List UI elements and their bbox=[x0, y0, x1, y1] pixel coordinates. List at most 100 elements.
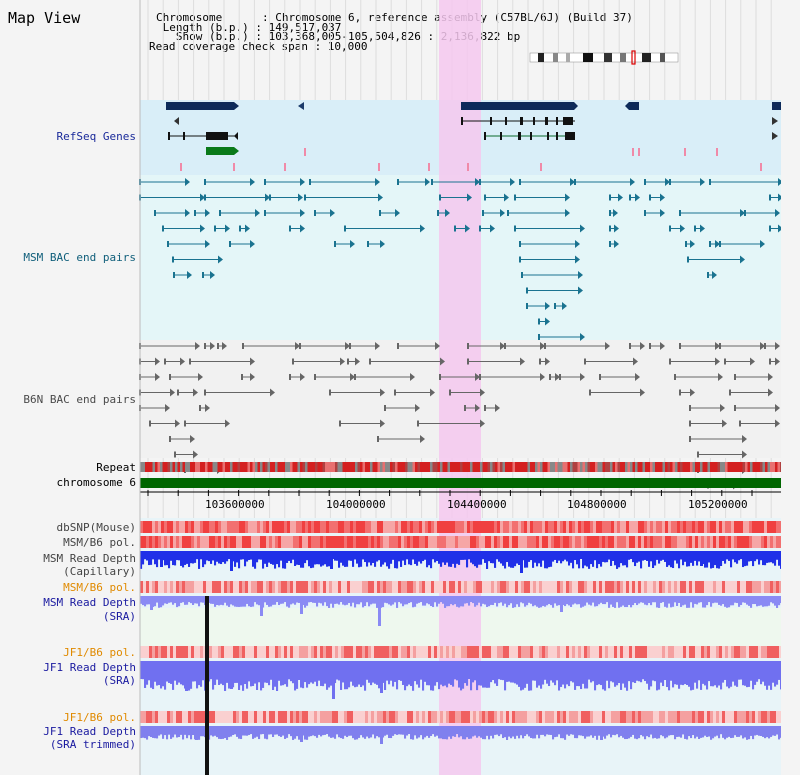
depth-bar bbox=[332, 726, 335, 738]
polymorphism-cell bbox=[599, 581, 603, 593]
depth-bar bbox=[312, 551, 315, 568]
repeat-segment bbox=[615, 462, 618, 472]
depth-bar bbox=[736, 661, 739, 687]
polymorphism-cell bbox=[578, 521, 582, 533]
depth-bar bbox=[590, 551, 593, 565]
polymorphism-cell bbox=[590, 711, 594, 723]
polymorphism-cell bbox=[722, 711, 726, 723]
polymorphism-cell bbox=[215, 521, 219, 533]
depth-bar bbox=[524, 661, 527, 688]
polymorphism-strips[interactable] bbox=[140, 521, 783, 723]
depth-bar bbox=[420, 596, 423, 603]
depth-bar bbox=[718, 661, 721, 686]
repeat-segment bbox=[532, 462, 536, 472]
chromosome-ideogram[interactable] bbox=[529, 50, 679, 65]
depth-bar bbox=[174, 661, 177, 681]
msm-pair-end bbox=[514, 225, 516, 232]
polymorphism-cell bbox=[143, 646, 147, 658]
polymorphism-cell bbox=[251, 521, 255, 533]
polymorphism-cell bbox=[473, 646, 477, 658]
polymorphism-cell bbox=[560, 646, 564, 658]
depth-bar bbox=[334, 726, 337, 739]
polymorphism-cell bbox=[488, 711, 492, 723]
repeat-track[interactable] bbox=[140, 462, 783, 472]
repeat-segment bbox=[597, 462, 601, 472]
b6n-pair-end bbox=[369, 358, 371, 365]
b6n-bac-label[interactable]: B6N BAC end pairs bbox=[23, 393, 136, 406]
polymorphism-cell bbox=[638, 581, 642, 593]
depth-bar bbox=[748, 551, 751, 562]
depth-bar bbox=[708, 596, 711, 603]
depth-bar bbox=[574, 661, 577, 690]
msm-pair-end bbox=[740, 209, 745, 217]
polymorphism-cell bbox=[662, 581, 666, 593]
polymorphism-cell bbox=[767, 521, 771, 533]
b6n-bac-pairs[interactable] bbox=[139, 342, 780, 490]
b6n-pair-end bbox=[420, 435, 425, 443]
polymorphism-cell bbox=[299, 521, 303, 533]
refseq-label[interactable]: RefSeq Genes bbox=[56, 130, 136, 143]
msm-pair-end bbox=[194, 210, 196, 216]
polymorphism-cell bbox=[536, 646, 540, 658]
polymorphism-cell bbox=[338, 711, 342, 723]
chromosome-bar[interactable] bbox=[140, 478, 781, 488]
polymorphism-cell bbox=[335, 646, 339, 658]
depth-bar bbox=[584, 661, 587, 689]
depth-bar bbox=[618, 726, 621, 738]
polymorphism-cell bbox=[155, 711, 159, 723]
depth-bar bbox=[660, 661, 663, 683]
polymorphism-cell bbox=[635, 581, 639, 593]
polymorphism-cell bbox=[407, 711, 411, 723]
refseq-genes[interactable] bbox=[166, 102, 782, 171]
depth-bar bbox=[246, 596, 249, 604]
polymorphism-cell bbox=[371, 521, 375, 533]
polymorphism-cell bbox=[260, 711, 264, 723]
polymorphism-cell bbox=[380, 711, 384, 723]
depth-bar bbox=[572, 551, 575, 569]
polymorphism-cell bbox=[458, 646, 462, 658]
repeat-segment bbox=[320, 462, 323, 472]
depth-bar bbox=[152, 726, 155, 738]
read-depth-tracks[interactable] bbox=[140, 551, 783, 744]
depth-bar bbox=[688, 661, 691, 687]
depth-bar bbox=[320, 661, 323, 686]
depth-bar bbox=[494, 726, 497, 735]
repeat-segment bbox=[530, 462, 533, 472]
depth-bar bbox=[424, 596, 427, 606]
msm-pair-end bbox=[680, 224, 685, 233]
depth-bar bbox=[242, 596, 245, 607]
depth-bar bbox=[166, 726, 169, 740]
depth-bar bbox=[146, 726, 149, 740]
msm-bac-pairs[interactable] bbox=[139, 178, 783, 341]
msm-pair-end bbox=[187, 271, 192, 279]
polymorphism-cell bbox=[770, 581, 774, 593]
depth-bar bbox=[342, 661, 345, 683]
depth-bar bbox=[504, 596, 507, 604]
polymorphism-cell bbox=[197, 646, 201, 658]
polymorphism-cell bbox=[317, 646, 321, 658]
depth-bar bbox=[284, 726, 287, 739]
polymorphism-cell bbox=[743, 646, 747, 658]
depth-bar bbox=[400, 551, 403, 567]
depth-bar bbox=[216, 551, 219, 562]
msm-pair-end bbox=[200, 193, 205, 202]
msm-bac-label[interactable]: MSM BAC end pairs bbox=[23, 251, 136, 264]
depth-bar bbox=[716, 661, 719, 688]
msm-pair-end bbox=[644, 179, 646, 185]
depth-bar bbox=[202, 661, 205, 681]
polymorphism-cell bbox=[371, 711, 375, 723]
depth-bar bbox=[340, 596, 343, 603]
repeat-segment bbox=[720, 462, 723, 472]
depth-bar bbox=[376, 551, 379, 562]
depth-bar bbox=[444, 726, 447, 740]
depth-bar bbox=[236, 596, 239, 607]
depth-bar bbox=[422, 551, 425, 562]
repeat-segment bbox=[420, 462, 423, 472]
depth-bar bbox=[274, 596, 277, 605]
polymorphism-cell bbox=[434, 521, 438, 533]
msm-b6-pol-label-2: MSM/B6 pol. bbox=[63, 581, 136, 594]
repeat-segment bbox=[467, 462, 471, 472]
polymorphism-cell bbox=[749, 536, 753, 548]
polymorphism-cell bbox=[611, 536, 615, 548]
